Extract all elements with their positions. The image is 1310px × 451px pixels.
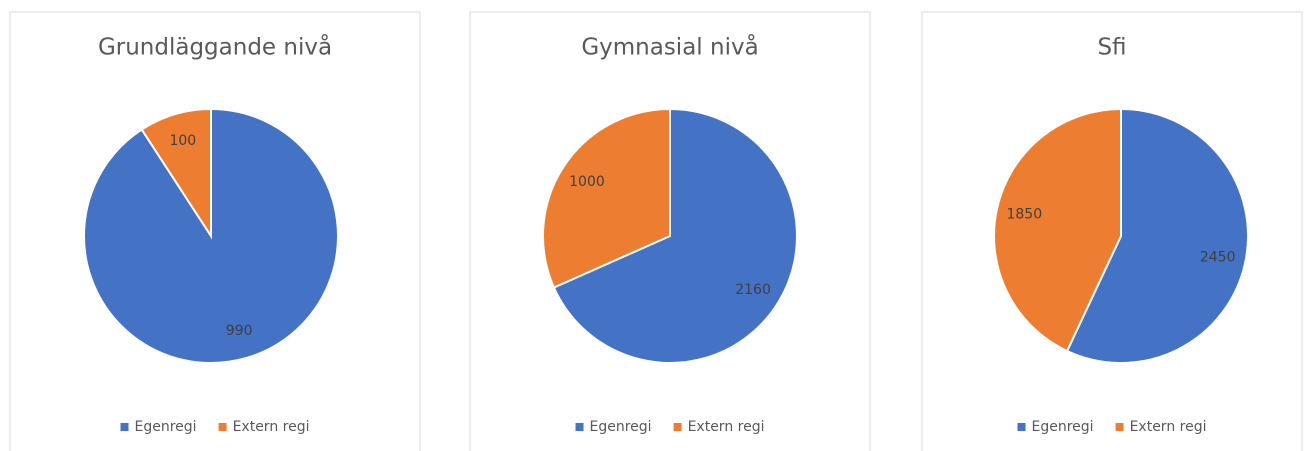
pie-slice [552, 107, 798, 364]
legend-swatch [120, 423, 129, 431]
legend-swatch [673, 423, 682, 431]
data-label: 100 [169, 133, 196, 149]
legend-label: Egenregi [590, 419, 652, 435]
data-label: 990 [226, 323, 253, 339]
pie-slice [1065, 107, 1249, 364]
legend-swatch [575, 423, 584, 431]
legend-label: Extern regi [233, 419, 310, 435]
pie-slice [993, 107, 1122, 353]
legend-swatch [1115, 423, 1124, 431]
data-label: 2160 [735, 282, 771, 298]
chart-panel [469, 11, 871, 451]
data-label: 1000 [569, 174, 605, 190]
legend-swatch [218, 423, 227, 431]
pie-slice [542, 107, 671, 289]
data-label: 1850 [1006, 206, 1042, 222]
chart-title: Sfi [1097, 35, 1126, 61]
legend-label: Egenregi [135, 419, 197, 435]
data-label: 2450 [1200, 250, 1236, 266]
chart-title: Grundläggande nivå [98, 33, 332, 61]
legend-label: Extern regi [1130, 419, 1207, 435]
chart-title: Gymnasial nivå [581, 33, 758, 61]
legend-swatch [1017, 423, 1026, 431]
legend-label: Extern regi [688, 419, 765, 435]
legend-label: Egenregi [1032, 419, 1094, 435]
pie-slice [140, 107, 212, 240]
